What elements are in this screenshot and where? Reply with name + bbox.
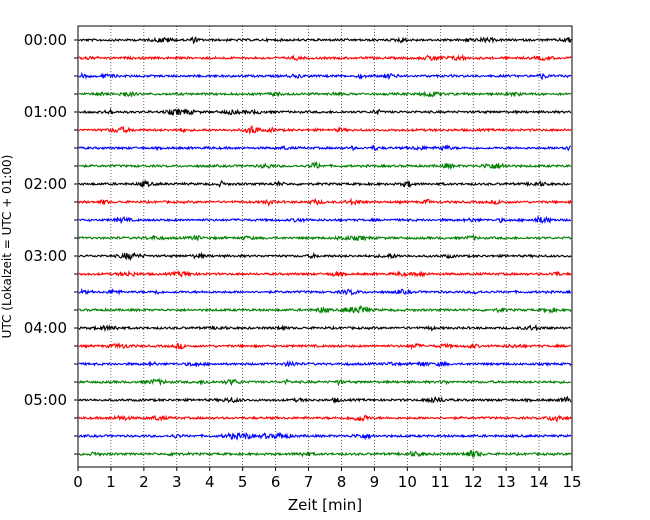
- x-tick-label: 11: [431, 473, 450, 491]
- trace-0315: [78, 269, 572, 279]
- trace-0115: [78, 124, 572, 136]
- x-tick-label: 2: [139, 473, 149, 491]
- x-tick-label: 12: [464, 473, 483, 491]
- trace-0500: [78, 395, 572, 404]
- trace-0345: [78, 304, 572, 315]
- x-tick-label: 0: [73, 473, 83, 491]
- trace-0000: [78, 36, 572, 45]
- trace-0245: [78, 233, 572, 242]
- x-tick-label: 13: [497, 473, 516, 491]
- trace-0100: [78, 107, 572, 116]
- y-tick-label: 04:00: [24, 319, 67, 337]
- trace-0445: [78, 377, 572, 387]
- x-tick-label: 3: [172, 473, 182, 491]
- trace-0200: [78, 179, 572, 189]
- trace-0215: [78, 197, 572, 208]
- x-tick-label: 15: [562, 473, 581, 491]
- trace-0300: [78, 251, 572, 262]
- trace-0230: [78, 215, 571, 225]
- y-axis-ticks: 00:00 01:00 02:00 03:00 04:00 05:00: [24, 31, 78, 455]
- y-tick-label: 02:00: [24, 175, 67, 193]
- trace-0145: [78, 160, 572, 171]
- plot-frame: [77, 25, 573, 468]
- trace-0400: [78, 323, 572, 333]
- trace-0545: [78, 449, 572, 459]
- trace-0330: [78, 287, 572, 296]
- trace-0130: [78, 144, 572, 152]
- x-tick-label: 9: [370, 473, 380, 491]
- x-axis-label: Zeit [min]: [288, 496, 362, 514]
- trace-0530: [78, 431, 572, 441]
- trace-0015: [78, 53, 572, 62]
- trace-0430: [78, 360, 572, 368]
- x-tick-label: 8: [337, 473, 347, 491]
- x-tick-label: 4: [205, 473, 215, 491]
- y-tick-label: 00:00: [24, 31, 67, 49]
- y-tick-label: 03:00: [24, 247, 67, 265]
- x-tick-label: 5: [238, 473, 248, 491]
- trace-0045: [78, 90, 572, 99]
- y-tick-label: 01:00: [24, 103, 67, 121]
- traces-group: [78, 36, 572, 459]
- trace-0515: [78, 414, 572, 423]
- x-axis-ticks: 0 1 2 3 4 5 6 7 8 9 10 11 12 13 14 15: [73, 467, 582, 491]
- trace-0415: [78, 342, 572, 351]
- x-tick-label: 10: [398, 473, 417, 491]
- x-tick-label: 6: [271, 473, 281, 491]
- y-tick-label: 05:00: [24, 391, 67, 409]
- trace-0030: [78, 71, 572, 81]
- y-axis-label: UTC (Lokalzeit = UTC + 01:00): [0, 155, 14, 339]
- x-tick-label: 1: [106, 473, 116, 491]
- x-tick-label: 14: [530, 473, 549, 491]
- x-tick-label: 7: [304, 473, 314, 491]
